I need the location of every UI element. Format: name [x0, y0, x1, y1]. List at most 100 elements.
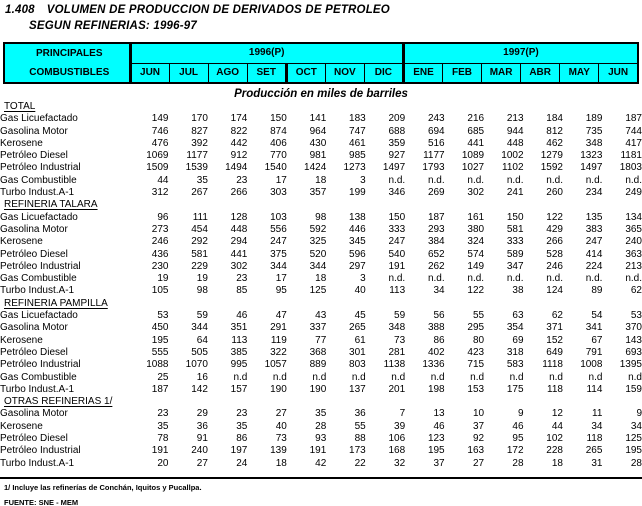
- value-cell: 189: [585, 113, 603, 125]
- value-cell: 1540: [264, 162, 287, 174]
- row-label: Kerosene: [0, 334, 43, 346]
- value-cell: 246: [151, 236, 169, 248]
- value-cell: 685: [467, 125, 485, 137]
- value-cell: 385: [230, 346, 248, 358]
- row-label: Turbo Indust.A-1: [0, 383, 75, 395]
- row-label: Kerosene: [0, 420, 43, 432]
- value-cell: n.d: [628, 371, 642, 383]
- value-cell: n.d.: [506, 273, 524, 285]
- value-cell: 64: [196, 334, 208, 346]
- value-cell: 649: [546, 346, 563, 358]
- value-cell: 124: [546, 285, 563, 297]
- table-row: Petróleo Industrial 1088 1070 995 1057 889 803…: [0, 359, 642, 371]
- value-cell: 125: [309, 285, 327, 297]
- value-cell: 91: [196, 433, 208, 445]
- value-cell: 1336: [422, 359, 445, 371]
- month-header-1997-feb: FEB: [441, 62, 483, 84]
- table-row: Kerosene 246 292 294 247 325 345 247 384 324 333 26…: [0, 236, 642, 248]
- value-cell: 827: [191, 125, 208, 137]
- value-cell: 141: [309, 113, 327, 125]
- value-cell: 228: [546, 445, 563, 457]
- value-cell: n.d.: [467, 273, 485, 285]
- value-cell: 1793: [422, 162, 445, 174]
- value-cell: 195: [625, 445, 642, 457]
- value-cell: 1494: [225, 162, 248, 174]
- value-cell: 516: [427, 137, 445, 149]
- value-cell: 267: [191, 187, 208, 199]
- value-cell: 347: [506, 260, 524, 272]
- value-cell: 36: [196, 420, 208, 432]
- value-cell: 944: [506, 125, 524, 137]
- value-cell: 423: [467, 346, 485, 358]
- value-cell: 291: [270, 322, 287, 334]
- value-cell: 19: [157, 273, 169, 285]
- value-cell: 414: [585, 248, 603, 260]
- value-cell: 89: [591, 285, 603, 297]
- value-cell: 3: [360, 174, 366, 186]
- value-cell: 69: [512, 334, 524, 346]
- value-cell: 47: [275, 310, 287, 322]
- value-cell: 1088: [146, 359, 169, 371]
- value-cell: 247: [585, 236, 603, 248]
- value-cell: 40: [354, 285, 366, 297]
- value-cell: 273: [151, 223, 169, 235]
- value-cell: 44: [157, 174, 169, 186]
- value-cell: 190: [309, 383, 327, 395]
- value-cell: 359: [388, 137, 406, 149]
- value-cell: 341: [585, 322, 603, 334]
- page-title: 1.408 VOLUMEN DE PRODUCCION DE DERIVADOS…: [5, 4, 642, 16]
- value-cell: 67: [591, 334, 603, 346]
- value-cell: 168: [388, 445, 406, 457]
- value-cell: 791: [585, 346, 603, 358]
- value-cell: 86: [236, 433, 248, 445]
- value-cell: 1008: [580, 359, 603, 371]
- value-cell: 243: [427, 113, 445, 125]
- row-label: Petróleo Diesel: [0, 150, 68, 162]
- table-row: Turbo Indust.A-1 187 142 157 190 190 137 201 198…: [0, 384, 642, 396]
- value-cell: 383: [585, 223, 603, 235]
- section-title: REFINERIA PAMPILLA: [4, 297, 108, 309]
- value-cell: 344: [191, 322, 208, 334]
- value-cell: 11: [592, 408, 603, 420]
- section-header-row: REFINERIA TALARA: [0, 199, 642, 211]
- value-cell: 191: [309, 445, 327, 457]
- row-label: Petróleo Industrial: [0, 359, 81, 371]
- data-table: TOTAL Gas Licuefactado 149 170 174 150 141 183 2…: [0, 101, 642, 470]
- value-cell: 693: [625, 346, 642, 358]
- row-label: Gas Licuefactado: [0, 113, 78, 125]
- value-cell: 770: [270, 150, 287, 162]
- value-cell: 384: [427, 236, 445, 248]
- value-cell: 985: [349, 150, 366, 162]
- value-cell: 23: [236, 408, 248, 420]
- value-cell: 442: [230, 137, 248, 149]
- value-cell: 98: [315, 211, 327, 223]
- row-label: Kerosene: [0, 236, 43, 248]
- month-header-1996-oct: OCT: [285, 62, 326, 84]
- table-row: Gas Combustible 44 35 23 17 18 3 n.d. n.d. n.d. n.…: [0, 175, 642, 187]
- value-cell: 122: [546, 211, 563, 223]
- value-cell: 822: [230, 125, 248, 137]
- row-label: Gas Combustible: [0, 174, 77, 186]
- row-label: Gas Combustible: [0, 273, 77, 285]
- value-cell: 213: [625, 260, 642, 272]
- value-cell: 295: [467, 322, 485, 334]
- table-row: Gas Licuefactado 149 170 174 150 141 183 209 243…: [0, 113, 642, 125]
- value-cell: 59: [196, 310, 208, 322]
- corner-label-1: PRINCIPALES: [36, 48, 103, 59]
- value-cell: 262: [427, 260, 445, 272]
- value-cell: 59: [394, 310, 406, 322]
- value-cell: 9: [636, 408, 642, 420]
- value-cell: 224: [585, 260, 603, 272]
- table-row: Kerosene 35 36 35 40 28 55 39 46 37 46 44 34 34: [0, 421, 642, 433]
- row-label: Gasolina Motor: [0, 322, 68, 334]
- value-cell: 746: [151, 125, 169, 137]
- value-cell: 28: [315, 420, 327, 432]
- value-cell: 1177: [186, 150, 208, 162]
- source-note: FUENTE: SNE - MEM: [4, 497, 79, 506]
- value-cell: 240: [191, 445, 208, 457]
- value-cell: 430: [309, 137, 327, 149]
- value-cell: 183: [349, 113, 366, 125]
- value-cell: 441: [230, 248, 248, 260]
- value-cell: 187: [625, 113, 642, 125]
